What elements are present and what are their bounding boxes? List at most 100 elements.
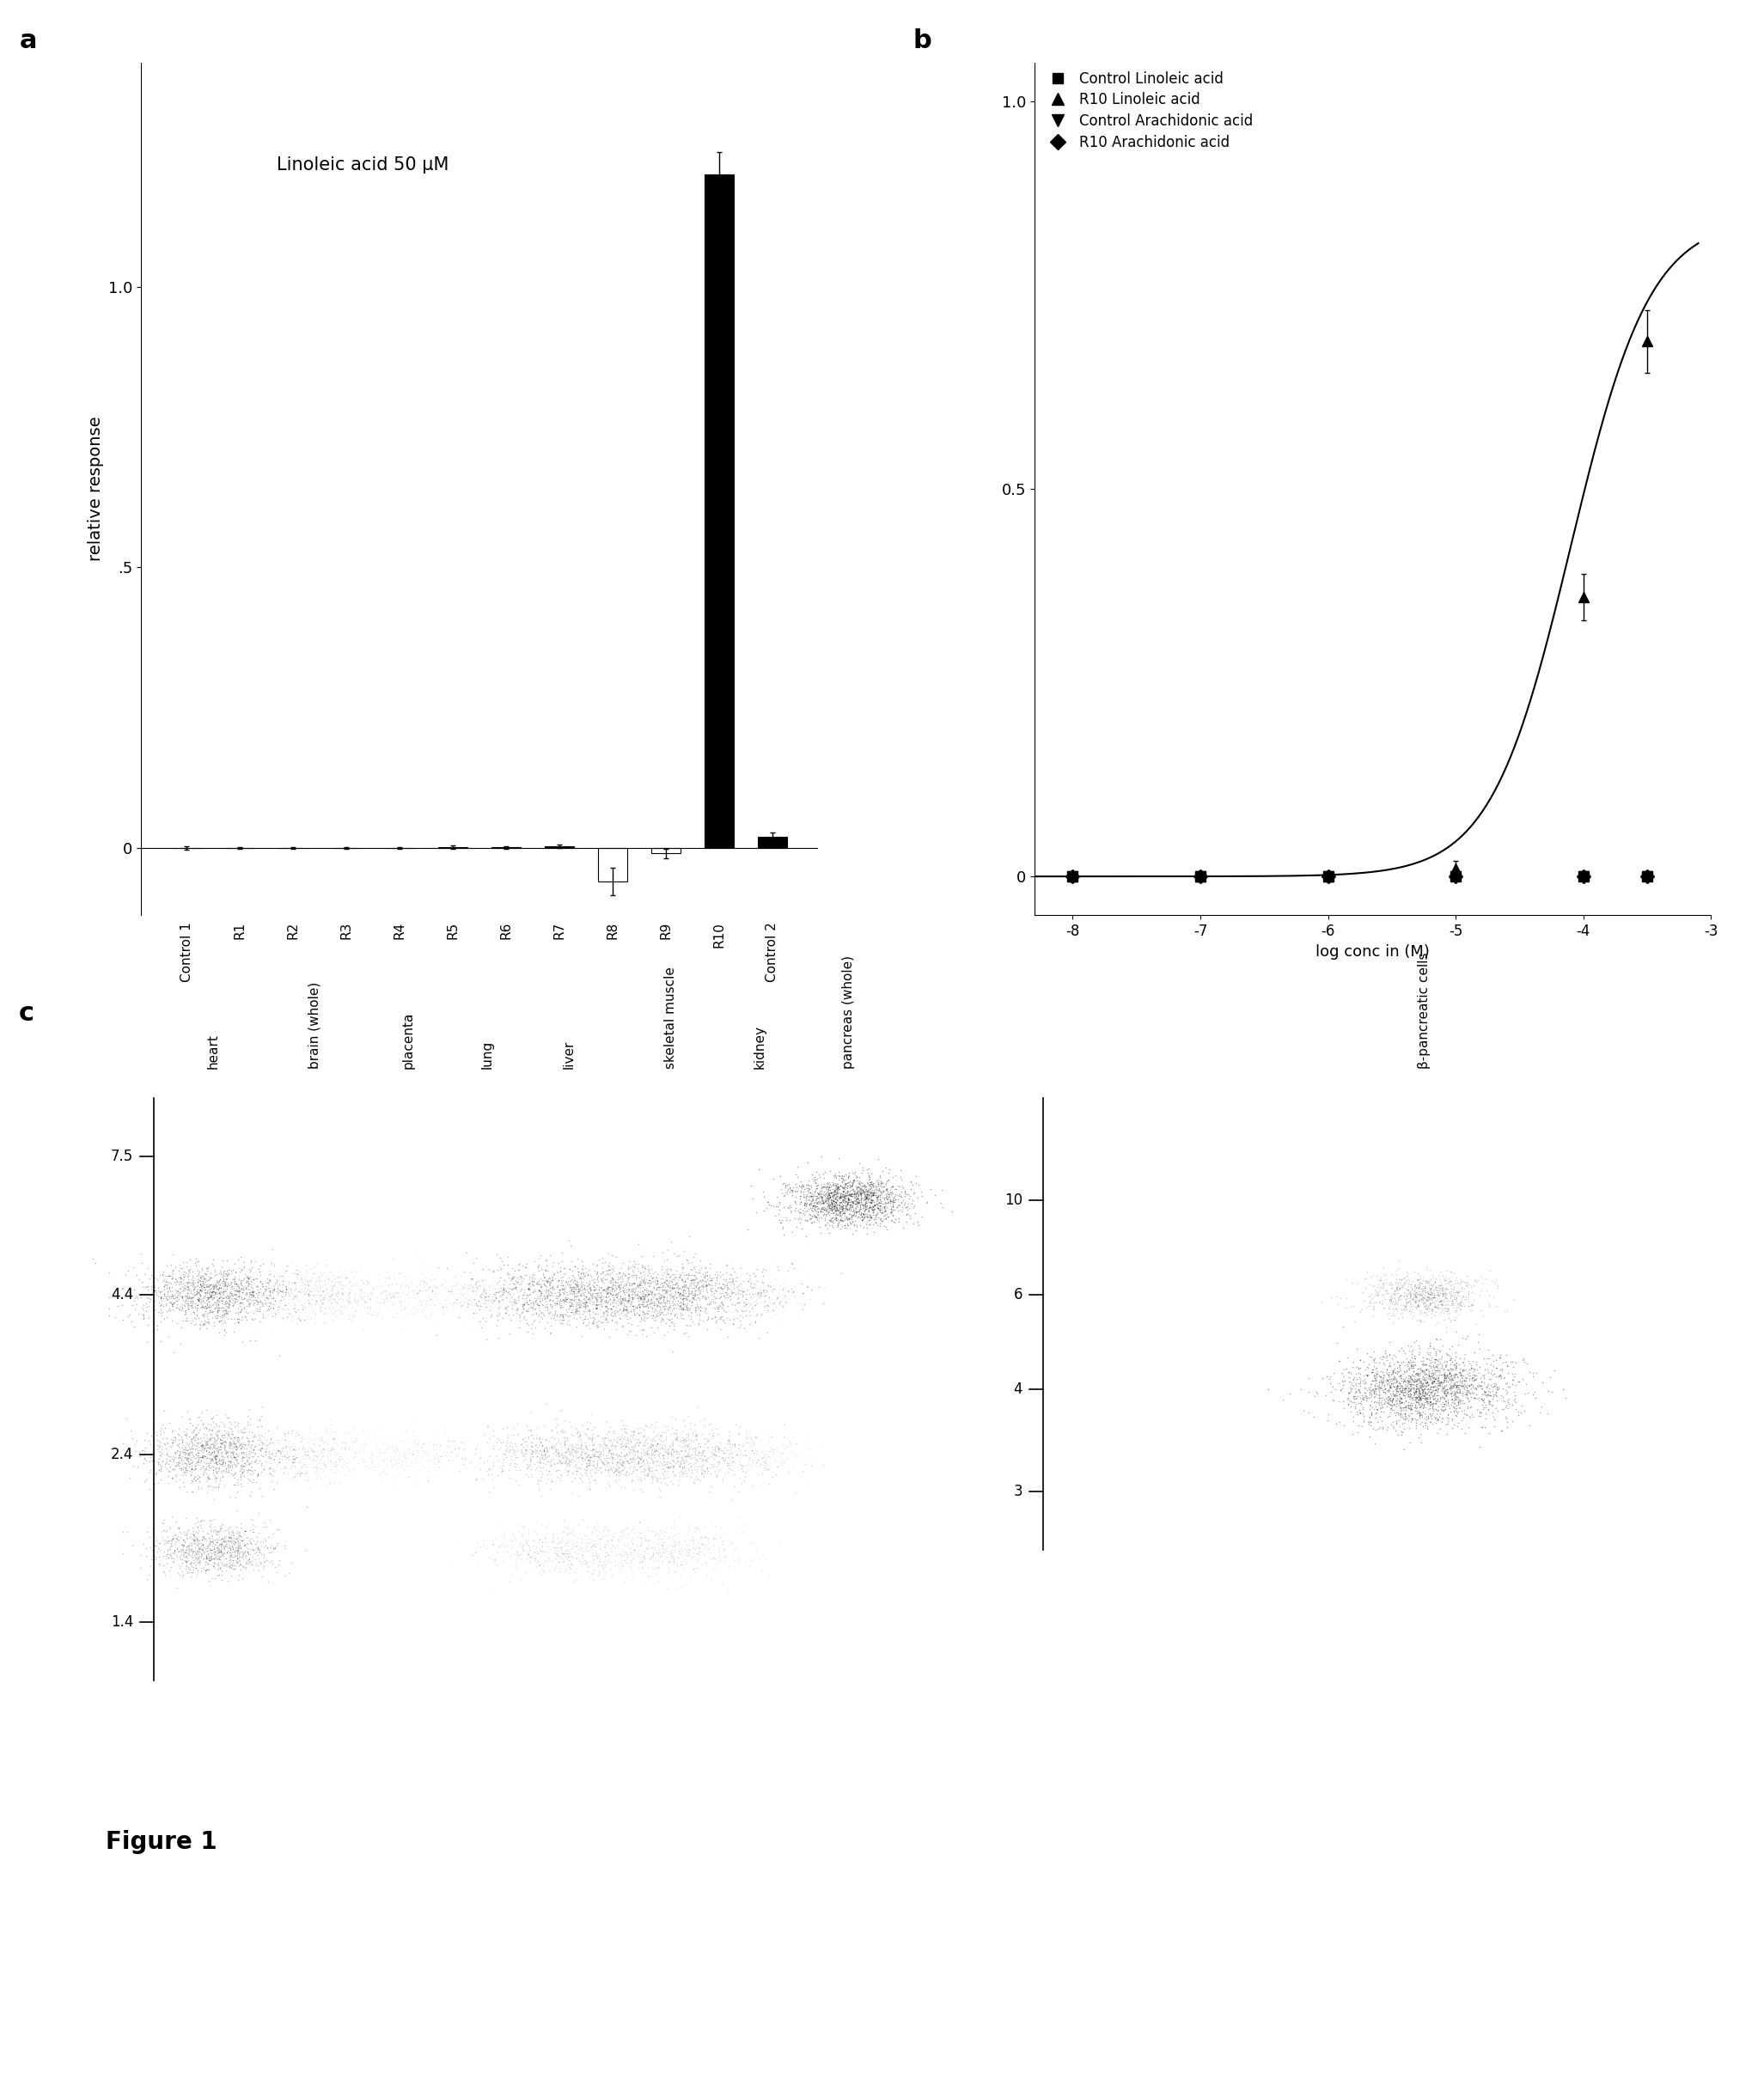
Point	[785, 1169, 813, 1202]
Point	[157, 1416, 185, 1450]
Point	[1431, 1358, 1459, 1392]
Point	[210, 1298, 238, 1331]
Point	[612, 1560, 640, 1593]
Point	[547, 1269, 575, 1302]
Point	[185, 1412, 213, 1446]
Point	[328, 1427, 356, 1460]
Point	[573, 1269, 602, 1302]
Point	[272, 1275, 300, 1308]
Point	[891, 1179, 919, 1213]
Point	[824, 1192, 852, 1225]
Point	[1420, 1364, 1448, 1398]
Point	[487, 1452, 515, 1485]
Point	[485, 1275, 513, 1308]
Point	[584, 1446, 612, 1479]
Point	[448, 1308, 476, 1342]
Point	[189, 1456, 217, 1489]
Point	[531, 1548, 559, 1581]
Point	[266, 1452, 295, 1485]
Point	[1457, 1352, 1485, 1385]
Point	[399, 1437, 427, 1471]
Point	[566, 1456, 594, 1489]
Point	[270, 1462, 298, 1496]
Point	[529, 1556, 557, 1589]
Point	[330, 1290, 358, 1323]
Point	[450, 1439, 478, 1473]
Point	[646, 1419, 674, 1452]
Point	[658, 1306, 686, 1340]
Point	[157, 1537, 185, 1570]
Point	[884, 1188, 912, 1221]
Point	[496, 1267, 524, 1300]
Point	[203, 1408, 231, 1441]
Point	[683, 1419, 711, 1452]
Point	[182, 1531, 210, 1564]
Point	[720, 1275, 748, 1308]
Point	[473, 1288, 501, 1321]
Point	[674, 1400, 702, 1433]
Point	[639, 1433, 667, 1466]
Point	[526, 1242, 554, 1275]
Point	[220, 1427, 249, 1460]
Point	[789, 1277, 817, 1310]
Point	[564, 1263, 593, 1296]
Point	[1431, 1288, 1459, 1321]
Point	[566, 1425, 594, 1458]
Point	[617, 1294, 646, 1327]
Point	[1376, 1337, 1404, 1371]
Point	[632, 1260, 660, 1294]
Point	[1349, 1346, 1378, 1379]
Point	[566, 1419, 594, 1452]
Point	[519, 1419, 547, 1452]
Point	[554, 1458, 582, 1491]
Point	[1394, 1389, 1422, 1423]
Point	[1351, 1292, 1379, 1325]
Point	[563, 1454, 591, 1487]
Point	[298, 1288, 326, 1321]
Point	[753, 1296, 781, 1329]
Point	[374, 1271, 402, 1304]
Point	[236, 1527, 265, 1560]
Point	[222, 1523, 250, 1556]
Point	[632, 1454, 660, 1487]
Point	[185, 1444, 213, 1477]
Point	[623, 1423, 651, 1456]
Point	[552, 1448, 580, 1481]
Point	[642, 1290, 670, 1323]
Point	[642, 1290, 670, 1323]
Point	[157, 1271, 185, 1304]
Point	[169, 1429, 198, 1462]
Point	[229, 1281, 258, 1315]
Point	[1355, 1285, 1383, 1319]
Point	[231, 1448, 259, 1481]
Point	[1416, 1327, 1445, 1360]
Point	[203, 1296, 231, 1329]
Point	[730, 1548, 759, 1581]
Point	[854, 1198, 882, 1231]
Point	[192, 1296, 220, 1329]
Point	[626, 1543, 654, 1577]
Point	[519, 1275, 547, 1308]
Point	[203, 1514, 231, 1548]
Point	[309, 1433, 337, 1466]
Point	[568, 1448, 596, 1481]
Point	[406, 1267, 434, 1300]
Point	[811, 1177, 840, 1211]
Point	[166, 1471, 194, 1504]
Point	[684, 1271, 713, 1304]
Point	[711, 1539, 739, 1572]
Point	[827, 1169, 856, 1202]
Point	[416, 1277, 445, 1310]
Point	[1360, 1360, 1388, 1394]
Point	[478, 1298, 506, 1331]
Point	[1431, 1369, 1459, 1402]
Point	[649, 1277, 677, 1310]
Point	[683, 1543, 711, 1577]
Point	[538, 1414, 566, 1448]
Point	[332, 1433, 360, 1466]
Point	[319, 1421, 348, 1454]
Point	[1408, 1285, 1436, 1319]
Point	[205, 1273, 233, 1306]
Point	[748, 1441, 776, 1475]
Point	[815, 1190, 843, 1223]
